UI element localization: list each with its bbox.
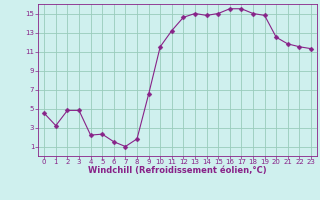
X-axis label: Windchill (Refroidissement éolien,°C): Windchill (Refroidissement éolien,°C) — [88, 166, 267, 175]
